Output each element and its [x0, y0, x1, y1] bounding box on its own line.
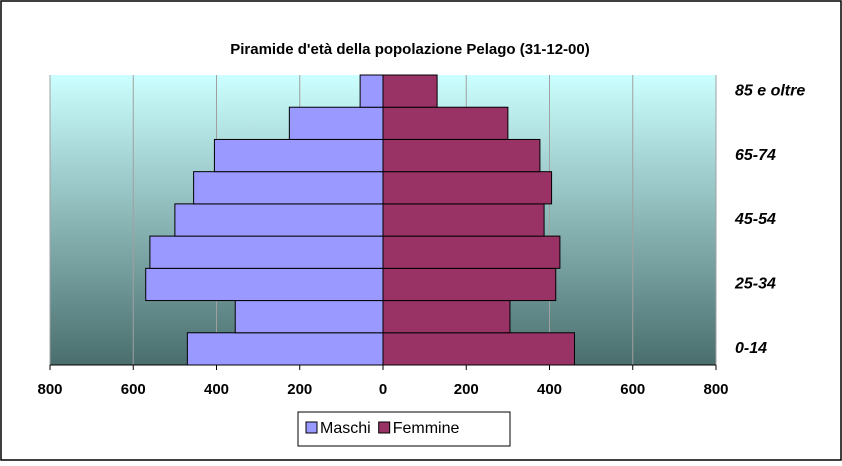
legend-label: Maschi [320, 420, 371, 437]
x-tick-label: 200 [287, 381, 312, 398]
bar [149, 235, 384, 269]
x-tick-label: 600 [620, 381, 645, 398]
x-tick-label: 800 [37, 381, 62, 398]
legend-box [297, 411, 511, 447]
bar [382, 138, 541, 173]
legend-swatch [305, 421, 318, 434]
bar [382, 300, 511, 334]
bar [382, 267, 557, 302]
bar [186, 332, 384, 366]
x-tick-label: 800 [703, 381, 728, 398]
bar [382, 171, 553, 205]
y-tick-label: 65-74 [735, 147, 776, 164]
bar [193, 171, 384, 205]
y-tick-label: 85 e oltre [735, 82, 805, 99]
legend-swatch [378, 421, 391, 434]
x-tick-label: 0 [379, 381, 387, 398]
x-tick-label: 200 [454, 381, 479, 398]
bar [382, 235, 561, 269]
bar [382, 106, 509, 140]
bar [145, 267, 384, 302]
bar [288, 106, 384, 140]
legend-label: Femmine [393, 420, 460, 437]
bar [359, 74, 384, 108]
y-tick-label: 25-34 [734, 276, 776, 293]
bar [213, 138, 384, 173]
y-tick-label: 45-54 [734, 211, 776, 228]
bar [382, 203, 545, 237]
x-tick-label: 400 [204, 381, 229, 398]
chart-title: Piramide d'età della popolazione Pelago … [230, 41, 590, 58]
bar [234, 300, 384, 334]
x-tick-label: 400 [537, 381, 562, 398]
y-tick-label: 0-14 [735, 340, 767, 357]
x-tick-label: 600 [121, 381, 146, 398]
bar [382, 332, 575, 366]
bar [382, 74, 438, 108]
bar [174, 203, 384, 237]
